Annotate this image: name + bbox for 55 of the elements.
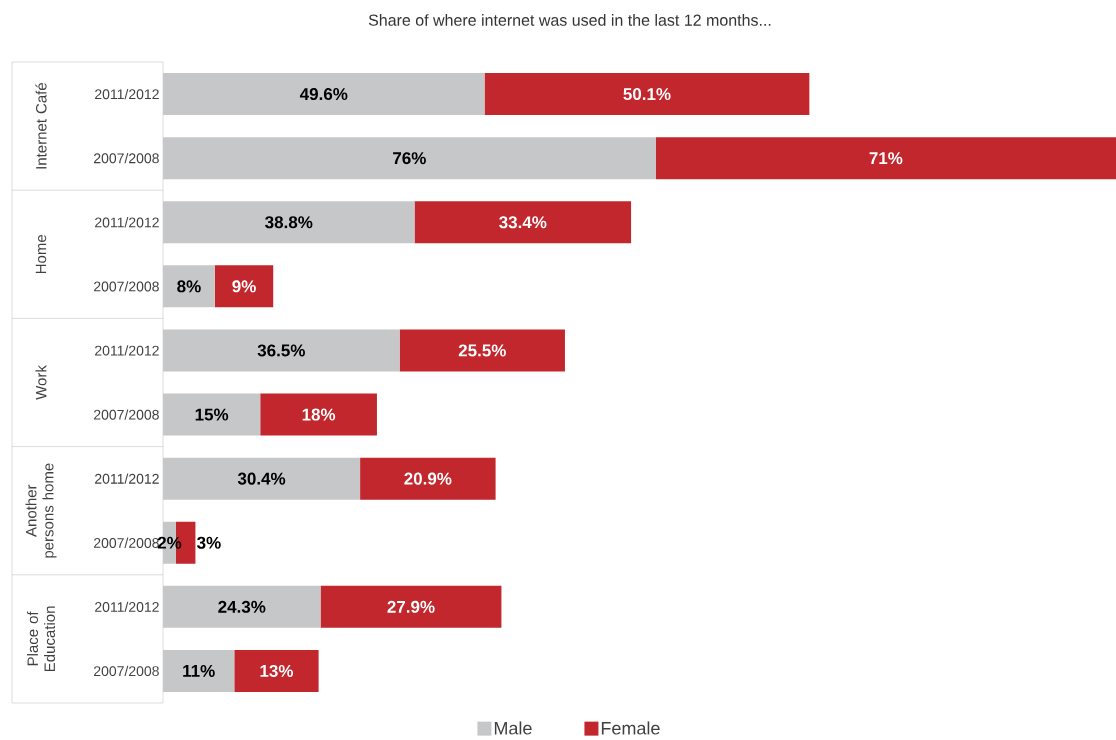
bar xyxy=(360,457,496,500)
bar xyxy=(163,201,415,244)
legend-label: Male xyxy=(494,721,532,735)
data-label: 30.4% xyxy=(237,472,286,485)
data-label: 9% xyxy=(232,280,256,293)
bar xyxy=(414,201,632,244)
data-label: 15% xyxy=(195,408,229,421)
bar xyxy=(163,457,361,500)
data-label: 11% xyxy=(183,665,215,677)
bar xyxy=(163,265,215,308)
bar xyxy=(320,585,502,628)
bar xyxy=(163,650,235,693)
data-label: 20.9% xyxy=(404,472,452,485)
bar xyxy=(655,137,1116,180)
data-label: 50.1% xyxy=(623,88,671,101)
text: Work xyxy=(35,365,47,400)
y-tick-label: 2007/2008 xyxy=(94,665,159,677)
y-tick-label: 2011/2012 xyxy=(95,88,159,100)
y-tick-label: 2007/2008 xyxy=(94,281,159,292)
data-label: 13% xyxy=(260,664,294,678)
bar xyxy=(163,329,400,372)
legend-label: Female xyxy=(601,721,660,735)
bar xyxy=(484,73,810,116)
data-label: 18% xyxy=(302,408,336,421)
data-label: 27.9% xyxy=(387,600,435,613)
chart-title: Share of where internet was used in the last 12 months... xyxy=(368,14,771,26)
data-label: 33.4% xyxy=(499,216,547,229)
data-label: 36.5% xyxy=(257,344,305,357)
bar xyxy=(214,265,274,308)
data-label: 24.3% xyxy=(218,600,266,613)
y-tick-label: 2011/2012 xyxy=(95,217,159,228)
data-label: 76% xyxy=(393,152,426,165)
y-tick-label: 2007/2008 xyxy=(94,409,159,420)
text: Another persons home xyxy=(25,463,57,558)
bar xyxy=(163,137,656,180)
y-tick-label: 2007/2008 xyxy=(94,537,159,548)
text: Internet Café xyxy=(35,83,47,169)
bar xyxy=(163,73,485,116)
bar xyxy=(234,650,319,693)
data-label: 38.8% xyxy=(265,216,313,229)
data-label: 49.6% xyxy=(299,88,348,101)
y-tick-label: 2011/2012 xyxy=(95,601,159,613)
y-tick-label: 2011/2012 xyxy=(95,345,159,356)
data-label: 71% xyxy=(869,152,903,165)
bar xyxy=(399,329,565,372)
y-tick-label: 2011/2012 xyxy=(95,473,159,484)
y-tick-label: 2007/2008 xyxy=(94,153,159,164)
text: Home xyxy=(35,235,47,274)
data-label: 8% xyxy=(177,280,201,293)
data-label: 25.5% xyxy=(458,344,506,357)
bar xyxy=(163,585,321,628)
bar xyxy=(260,393,377,436)
bar xyxy=(163,393,261,436)
data-label: 3% xyxy=(197,536,221,549)
text: Place of Education xyxy=(26,606,56,672)
